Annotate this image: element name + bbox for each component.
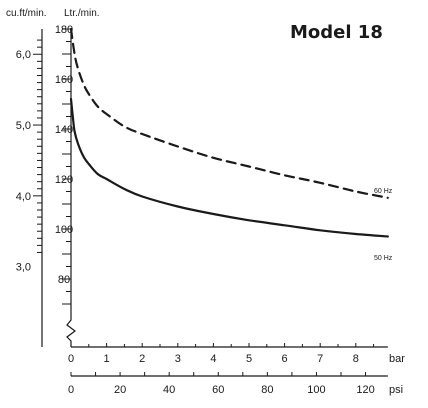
y-axis-title-cfm: cu.ft/min. bbox=[6, 8, 47, 19]
cfm-tick-label: 6,0 bbox=[16, 49, 31, 61]
bar-tick-label: 2 bbox=[139, 353, 145, 365]
lpm-tick-label: 140 bbox=[55, 124, 73, 136]
bar-tick-label: 7 bbox=[317, 353, 323, 365]
psi-tick-label: 100 bbox=[307, 384, 325, 396]
series-line-60hz bbox=[69, 27, 389, 199]
y-axis-title-lpm: Ltr./min. bbox=[64, 8, 100, 19]
series: 60 Hz 50 Hz bbox=[69, 27, 393, 262]
cfm-tick-label: 5,0 bbox=[16, 120, 31, 132]
cfm-tick-label: 3,0 bbox=[16, 262, 31, 274]
psi-tick-label: 60 bbox=[212, 384, 224, 396]
lpm-axis-line bbox=[66, 29, 76, 347]
bar-tick-label: 1 bbox=[104, 353, 110, 365]
psi-tick-label: 20 bbox=[114, 384, 126, 396]
bar-tick-label: 5 bbox=[246, 353, 252, 365]
psi-axis-title: psi bbox=[389, 384, 403, 396]
bar-tick-label: 0 bbox=[68, 353, 74, 365]
psi-tick-label: 80 bbox=[261, 384, 273, 396]
cfm-tick-label: 4,0 bbox=[16, 191, 31, 203]
lpm-tick-label: 100 bbox=[55, 224, 73, 236]
series-label: 50 Hz bbox=[374, 255, 393, 262]
series-line-50hz bbox=[69, 97, 389, 238]
bar-tick-label: 4 bbox=[210, 353, 216, 365]
lpm-tick-label: 120 bbox=[55, 174, 73, 186]
lpm-tick-label: 80 bbox=[58, 274, 70, 286]
lpm-tick-label: 160 bbox=[55, 74, 73, 86]
bar-tick-label: 3 bbox=[175, 353, 181, 365]
bar-tick-label: 8 bbox=[353, 353, 359, 365]
axes: 6,0 5,0 4,0 3,0 180 160 140 120 100 80 0 1 2 3 4 5 6 7 8 ba… bbox=[16, 24, 406, 396]
psi-tick-label: 40 bbox=[163, 384, 175, 396]
chart-title: Model 18 bbox=[290, 22, 383, 43]
psi-tick-label: 0 bbox=[68, 384, 74, 396]
psi-tick-label: 120 bbox=[356, 384, 374, 396]
bar-axis-title: bar bbox=[389, 353, 405, 365]
bar-tick-label: 6 bbox=[282, 353, 288, 365]
lpm-tick-label: 180 bbox=[55, 24, 73, 36]
series-label: 60 Hz bbox=[374, 188, 393, 195]
